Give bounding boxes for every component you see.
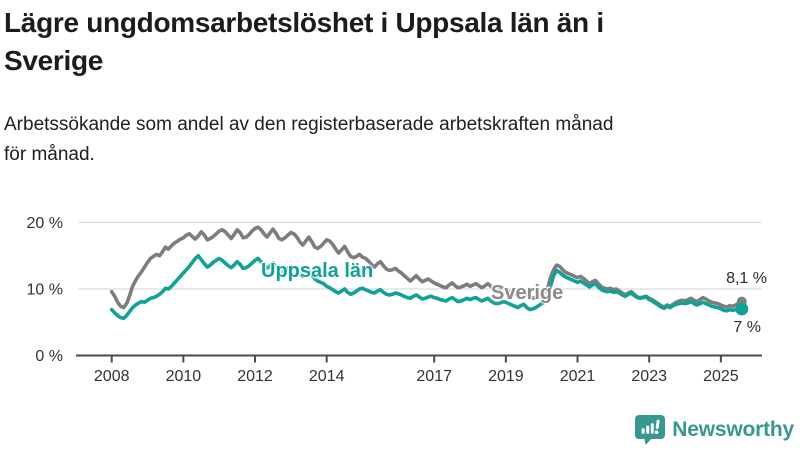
chart-subtitle-line2: för månad. [4, 144, 95, 165]
end-value-label-uppsala: 7 % [733, 319, 761, 336]
series-line-uppsala [109, 254, 744, 321]
chart-title-line1: Lägre ungdomsarbetslöshet i Uppsala län … [4, 7, 604, 38]
x-tick-label: 2017 [416, 368, 452, 385]
x-tick-label: 2008 [94, 368, 130, 385]
series-label-sverige: Sverige [491, 282, 564, 304]
x-tick-label: 2012 [237, 368, 273, 385]
x-tick-label: 2010 [166, 368, 202, 385]
newsworthy-logo: Newsworthy [635, 414, 794, 445]
end-value-label-sverige: 8,1 % [726, 270, 767, 287]
x-tick-label: 2025 [703, 368, 739, 385]
newsworthy-icon [635, 415, 666, 445]
x-tick-label: 2023 [631, 368, 667, 385]
chart-title: Lägre ungdomsarbetslöshet i Uppsala län … [4, 4, 774, 80]
chart-title-line2: Sverige [4, 45, 104, 76]
x-tick-label: 2019 [488, 368, 524, 385]
chart-subtitle: Arbetssökande som andel av den registerb… [4, 110, 784, 170]
series-label-uppsala: Uppsala län [261, 260, 374, 282]
end-dot-uppsala [735, 302, 749, 316]
chart-subtitle-line1: Arbetssökande som andel av den registerb… [4, 114, 614, 135]
x-tick-label: 2014 [309, 368, 345, 385]
y-tick-label: 20 % [27, 215, 63, 232]
newsworthy-wordmark: Newsworthy [672, 417, 794, 441]
y-tick-label: 0 % [35, 348, 63, 365]
y-tick-label: 10 % [27, 282, 63, 299]
x-tick-label: 2021 [560, 368, 596, 385]
